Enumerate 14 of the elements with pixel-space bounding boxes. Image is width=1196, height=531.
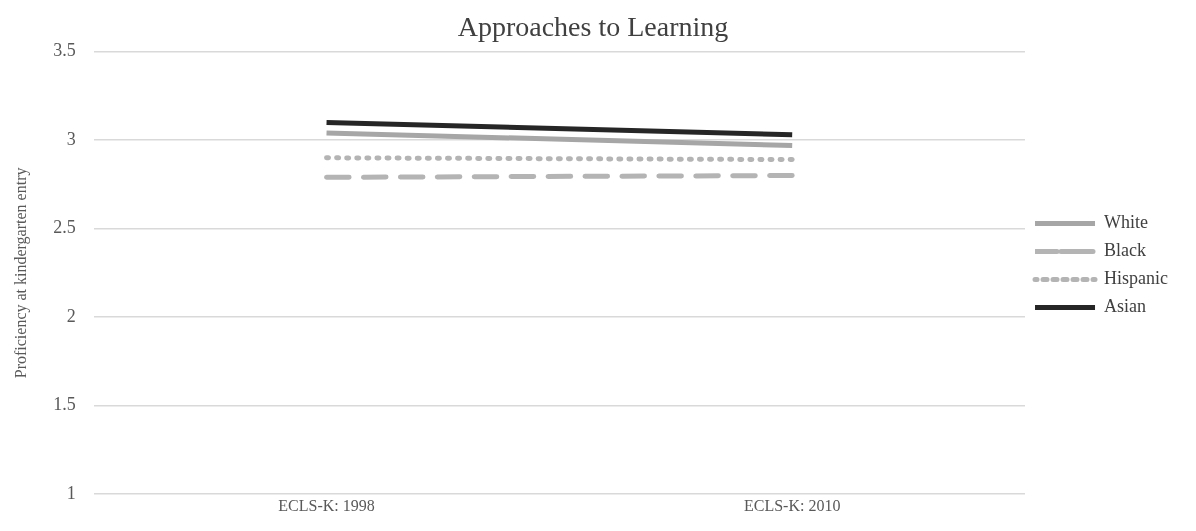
legend-label: Black: [1104, 240, 1147, 261]
legend-label: Asian: [1104, 296, 1147, 317]
chart-title: Approaches to Learning: [457, 11, 729, 43]
x-tick-label: ECLS-K: 1998: [278, 497, 375, 514]
y-tick-label: 3.5: [53, 40, 76, 61]
legend-label: White: [1104, 212, 1149, 233]
y-tick-label: 2: [66, 305, 76, 326]
y-axis-title: Proficiency at kindergarten entry: [11, 167, 30, 379]
y-tick-label: 1: [66, 482, 76, 503]
legend-label: Hispanic: [1104, 268, 1169, 289]
y-tick-label: 3: [66, 128, 76, 149]
y-tick-label: 1.5: [53, 394, 76, 415]
x-tick-label: ECLS-K: 2010: [743, 497, 841, 514]
y-tick-label: 2.5: [53, 217, 76, 238]
